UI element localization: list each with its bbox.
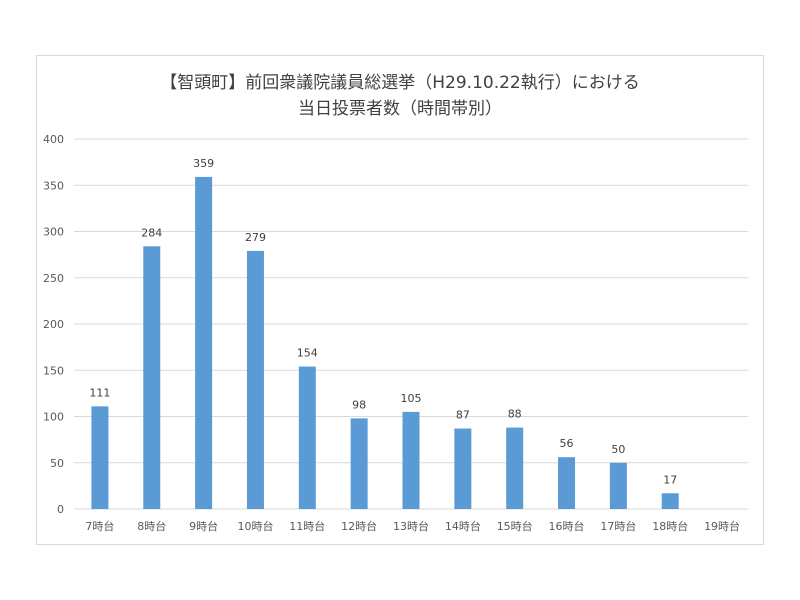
y-tick-label: 300 <box>43 226 64 239</box>
bar <box>246 250 264 510</box>
x-tick-label: 12時台 <box>341 519 377 533</box>
x-tick-label: 15時台 <box>497 519 533 533</box>
data-label: 17 <box>663 473 677 486</box>
x-tick-label: 10時台 <box>237 519 273 533</box>
data-label: 98 <box>352 398 366 411</box>
bar <box>609 462 627 509</box>
data-label: 105 <box>401 392 422 405</box>
chart-title: 【智頭町】前回衆議院議員総選挙（H29.10.22執行）における 当日投票者数（… <box>0 70 800 122</box>
data-label: 359 <box>193 157 214 170</box>
data-label: 87 <box>456 409 470 422</box>
data-label: 111 <box>89 386 110 399</box>
bar <box>195 176 213 510</box>
chart-title-line-1: 【智頭町】前回衆議院議員総選挙（H29.10.22執行）における <box>160 73 640 93</box>
bar <box>91 406 109 509</box>
y-tick-label: 250 <box>43 272 64 285</box>
chart-title-line-2: 当日投票者数（時間帯別） <box>298 99 502 119</box>
bar <box>298 366 316 509</box>
y-tick-label: 400 <box>43 133 64 146</box>
bar <box>506 427 524 509</box>
bars <box>91 176 679 510</box>
data-label: 56 <box>560 437 574 450</box>
x-tick-label: 9時台 <box>189 519 218 533</box>
y-tick-label: 150 <box>43 364 64 377</box>
y-tick-label: 200 <box>43 318 64 331</box>
x-tick-label: 7時台 <box>85 519 114 533</box>
data-label: 50 <box>611 443 625 456</box>
x-tick-label: 13時台 <box>393 519 429 533</box>
data-labels: 111 284 359 279 154 98 105 87 88 56 50 17 <box>89 157 677 486</box>
x-tick-label: 16時台 <box>549 519 585 533</box>
bar <box>454 428 472 509</box>
bar <box>350 418 368 509</box>
x-tick-label: 19時台 <box>704 519 740 533</box>
bar <box>143 246 161 510</box>
x-tick-label: 18時台 <box>652 519 688 533</box>
bar <box>402 411 420 509</box>
y-tick-label: 50 <box>50 457 64 470</box>
x-tick-label: 8時台 <box>137 519 166 533</box>
data-label: 284 <box>141 226 162 239</box>
bar <box>558 457 576 509</box>
bar <box>661 493 679 509</box>
data-label: 279 <box>245 231 266 244</box>
x-tick-label: 17時台 <box>600 519 636 533</box>
data-label: 88 <box>508 408 522 421</box>
data-label: 154 <box>297 347 318 360</box>
y-tick-label: 350 <box>43 179 64 192</box>
y-tick-label: 100 <box>43 411 64 424</box>
x-tick-label: 11時台 <box>289 519 325 533</box>
y-tick-label: 0 <box>57 503 64 516</box>
y-axis-ticks: 0 50 100 150 200 250 300 350 400 <box>43 133 64 516</box>
x-axis-ticks: 7時台 8時台 9時台 10時台 11時台 12時台 13時台 14時台 15時台 16時台 17時… <box>85 519 740 533</box>
x-tick-label: 14時台 <box>445 519 481 533</box>
